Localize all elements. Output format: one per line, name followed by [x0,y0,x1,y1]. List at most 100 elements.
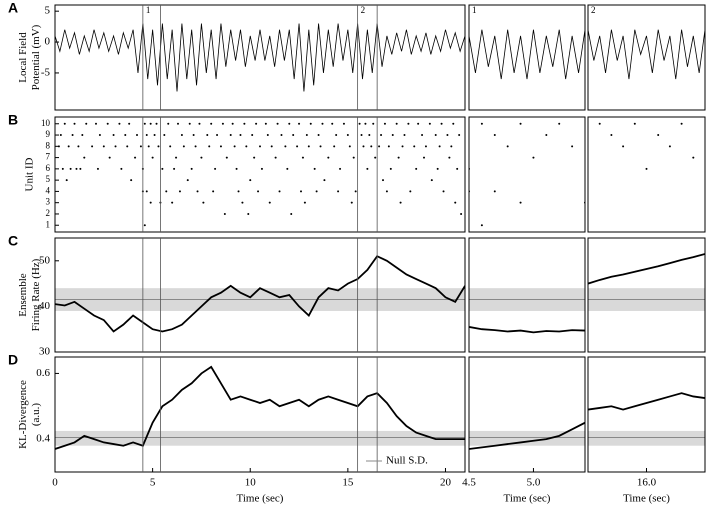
panel-letter: B [8,112,18,128]
axes-frame [587,356,706,473]
spike [668,145,671,148]
spike [194,145,197,148]
spike [124,134,127,137]
spike [119,190,121,192]
spike [43,145,45,147]
spike [352,134,354,136]
spike [73,122,76,125]
spike [382,179,384,182]
spike [145,190,148,193]
x-tick-label: 0 [52,477,58,489]
spike [680,122,683,125]
spike [167,122,170,125]
spike [253,156,256,159]
y-tick-label: 7 [46,152,51,162]
axes-frame [54,356,466,473]
spike [313,167,316,170]
panel-letter: C [8,233,18,249]
y-tick-label: -5 [41,66,51,78]
spike [37,123,39,125]
spike [4,134,6,136]
spike [430,179,433,182]
spike [303,201,306,204]
spike [14,168,16,170]
spike [421,134,424,137]
spike [98,134,101,137]
axes-frame [468,237,586,353]
spike [480,122,483,125]
spike [317,134,320,137]
spike [95,122,97,125]
spike [333,145,336,148]
axes-frame [587,4,706,111]
spike [674,168,676,170]
spike [288,145,290,147]
y-tick-label: 0.6 [36,367,50,379]
spike [482,168,484,170]
plot-area [469,421,585,450]
spike [470,190,472,192]
spike [225,156,228,159]
spike [63,122,66,125]
spike [161,167,164,170]
spike [214,167,217,170]
spike [249,179,252,182]
y-tick-label: 6 [46,163,51,173]
window-label: 1 [146,5,151,15]
spike [450,145,453,148]
spike [69,167,72,170]
axes-frame [54,237,466,353]
spike [67,145,70,148]
spike [358,122,361,125]
spike [460,212,463,215]
spike [134,156,137,159]
spike [341,190,343,192]
legend-label: Null S.D. [386,455,428,467]
spike [623,190,625,192]
y-axis-label: Firing Rate (Hz) [30,258,42,331]
spike [126,145,129,148]
spike [257,190,260,193]
spike [268,201,271,204]
axes-frame [587,116,706,233]
spike [72,145,74,147]
spike [219,145,222,148]
spike [529,134,531,136]
spike [102,145,105,148]
spike [286,167,289,170]
data-line [588,29,705,80]
window-label: 1 [472,5,477,15]
spike [166,168,168,170]
spike [77,145,80,148]
spike [221,122,224,125]
spike [362,145,365,148]
spike [342,122,345,125]
window-label: 2 [591,5,596,15]
spike [136,134,138,137]
spike [231,122,234,125]
null-band [469,430,585,446]
spike [300,190,302,193]
spike [233,145,236,148]
spike [564,157,566,159]
spike [395,122,398,125]
spike [106,122,109,125]
spike [57,145,60,148]
y-tick-label: 1 [46,219,51,229]
data-line [469,29,585,80]
spike [112,134,115,137]
axes-frame [54,4,466,111]
spike [424,145,427,148]
spike [206,134,209,137]
spike [636,123,638,125]
spike [274,156,277,159]
spike [61,167,64,170]
spike [151,156,154,159]
spike [278,190,281,193]
spike [236,123,238,125]
null-band [588,430,705,446]
spike [315,190,318,193]
spike [365,145,367,147]
y-tick-label: 40 [39,300,51,312]
